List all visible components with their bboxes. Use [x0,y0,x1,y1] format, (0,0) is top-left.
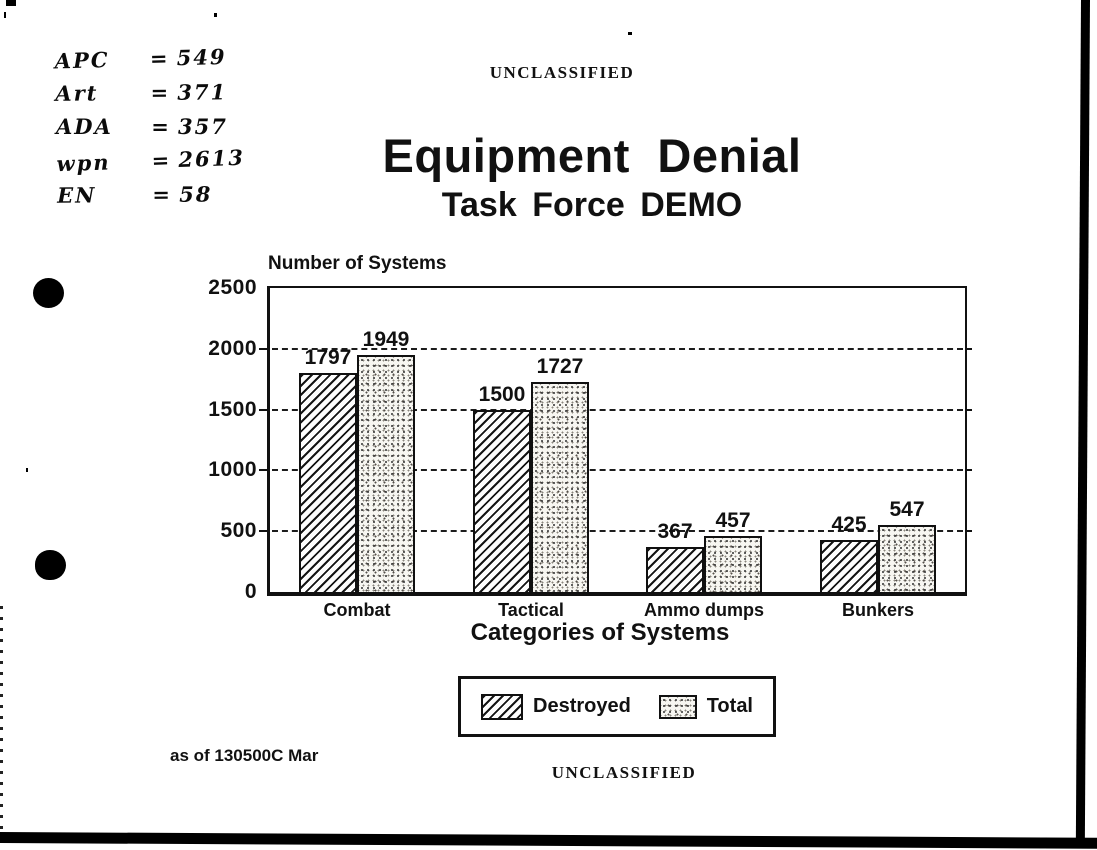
hole-punch-mark [35,550,66,580]
y-axis-tick-right-1000 [965,469,972,471]
bar-total-combat [357,355,415,592]
gridline-2000 [272,348,963,350]
scan-edge-dots-left [0,606,3,834]
y-axis-tick-left-500 [259,530,268,532]
y-axis-title: Number of Systems [268,253,447,274]
category-label-bunkers: Bunkers [841,600,915,620]
value-label-total-combat: 1949 [362,328,410,351]
bar-total-bunkers [878,525,936,592]
bar-total-ammo-dumps [704,536,762,592]
x-axis-title: Categories of Systems [470,619,730,646]
value-label-total-ammo-dumps: 457 [715,509,751,532]
bar-destroyed-tactical [473,410,531,592]
y-axis-tick-right-500 [965,530,972,532]
legend-item-total: Total [658,694,753,719]
classification-banner-top: UNCLASSIFIED [489,63,635,82]
y-axis-tick-right-2000 [965,348,972,350]
value-label-destroyed-bunkers: 425 [831,513,867,536]
legend-swatch-total [658,694,697,719]
classification-banner-bottom: UNCLASSIFIED [551,763,697,782]
gridline-1000 [272,469,963,471]
scan-speck [26,468,28,472]
value-label-destroyed-tactical: 1500 [478,383,526,406]
plot-area [267,286,967,596]
category-label-tactical: Tactical [498,600,564,620]
legend-label-destroyed: Destroyed [533,695,631,717]
gridline-1500 [272,409,963,411]
page-title: Equipment Denial [382,129,802,182]
scan-speck [6,0,16,6]
value-label-total-bunkers: 547 [889,498,925,521]
y-tick-label-500: 500 [220,519,257,542]
value-label-total-tactical: 1727 [536,355,584,378]
scan-speck [214,13,217,17]
y-tick-label-1500: 1500 [208,398,257,421]
y-axis-tick-left-1000 [259,469,268,471]
y-tick-label-2000: 2000 [208,337,257,360]
chart-legend: Destroyed Total [458,676,776,737]
gridline-500 [272,530,963,532]
bar-destroyed-ammo-dumps [646,547,704,592]
scan-speck [4,12,6,18]
y-tick-label-2500: 2500 [208,276,257,299]
legend-label-total: Total [706,695,753,717]
y-tick-label-0: 0 [244,580,257,603]
as-of-timestamp: as of 130500C Mar [170,746,319,765]
hole-punch-mark [33,278,64,308]
legend-swatch-destroyed [481,693,523,720]
category-label-ammo-dumps: Ammo dumps [643,600,765,620]
y-axis-tick-right-1500 [965,409,972,411]
y-tick-label-1000: 1000 [208,458,257,481]
bar-destroyed-bunkers [820,540,878,592]
legend-item-destroyed: Destroyed [481,693,631,720]
y-axis-tick-left-1500 [259,409,268,411]
y-axis-tick-left-2000 [259,348,268,350]
scan-speck [628,32,632,35]
category-label-combat: Combat [323,600,391,620]
bar-total-tactical [531,382,589,592]
value-label-destroyed-ammo-dumps: 367 [657,520,693,543]
page-subtitle: Task Force DEMO [441,186,743,224]
value-label-destroyed-combat: 1797 [304,346,352,369]
bar-destroyed-combat [299,373,357,592]
